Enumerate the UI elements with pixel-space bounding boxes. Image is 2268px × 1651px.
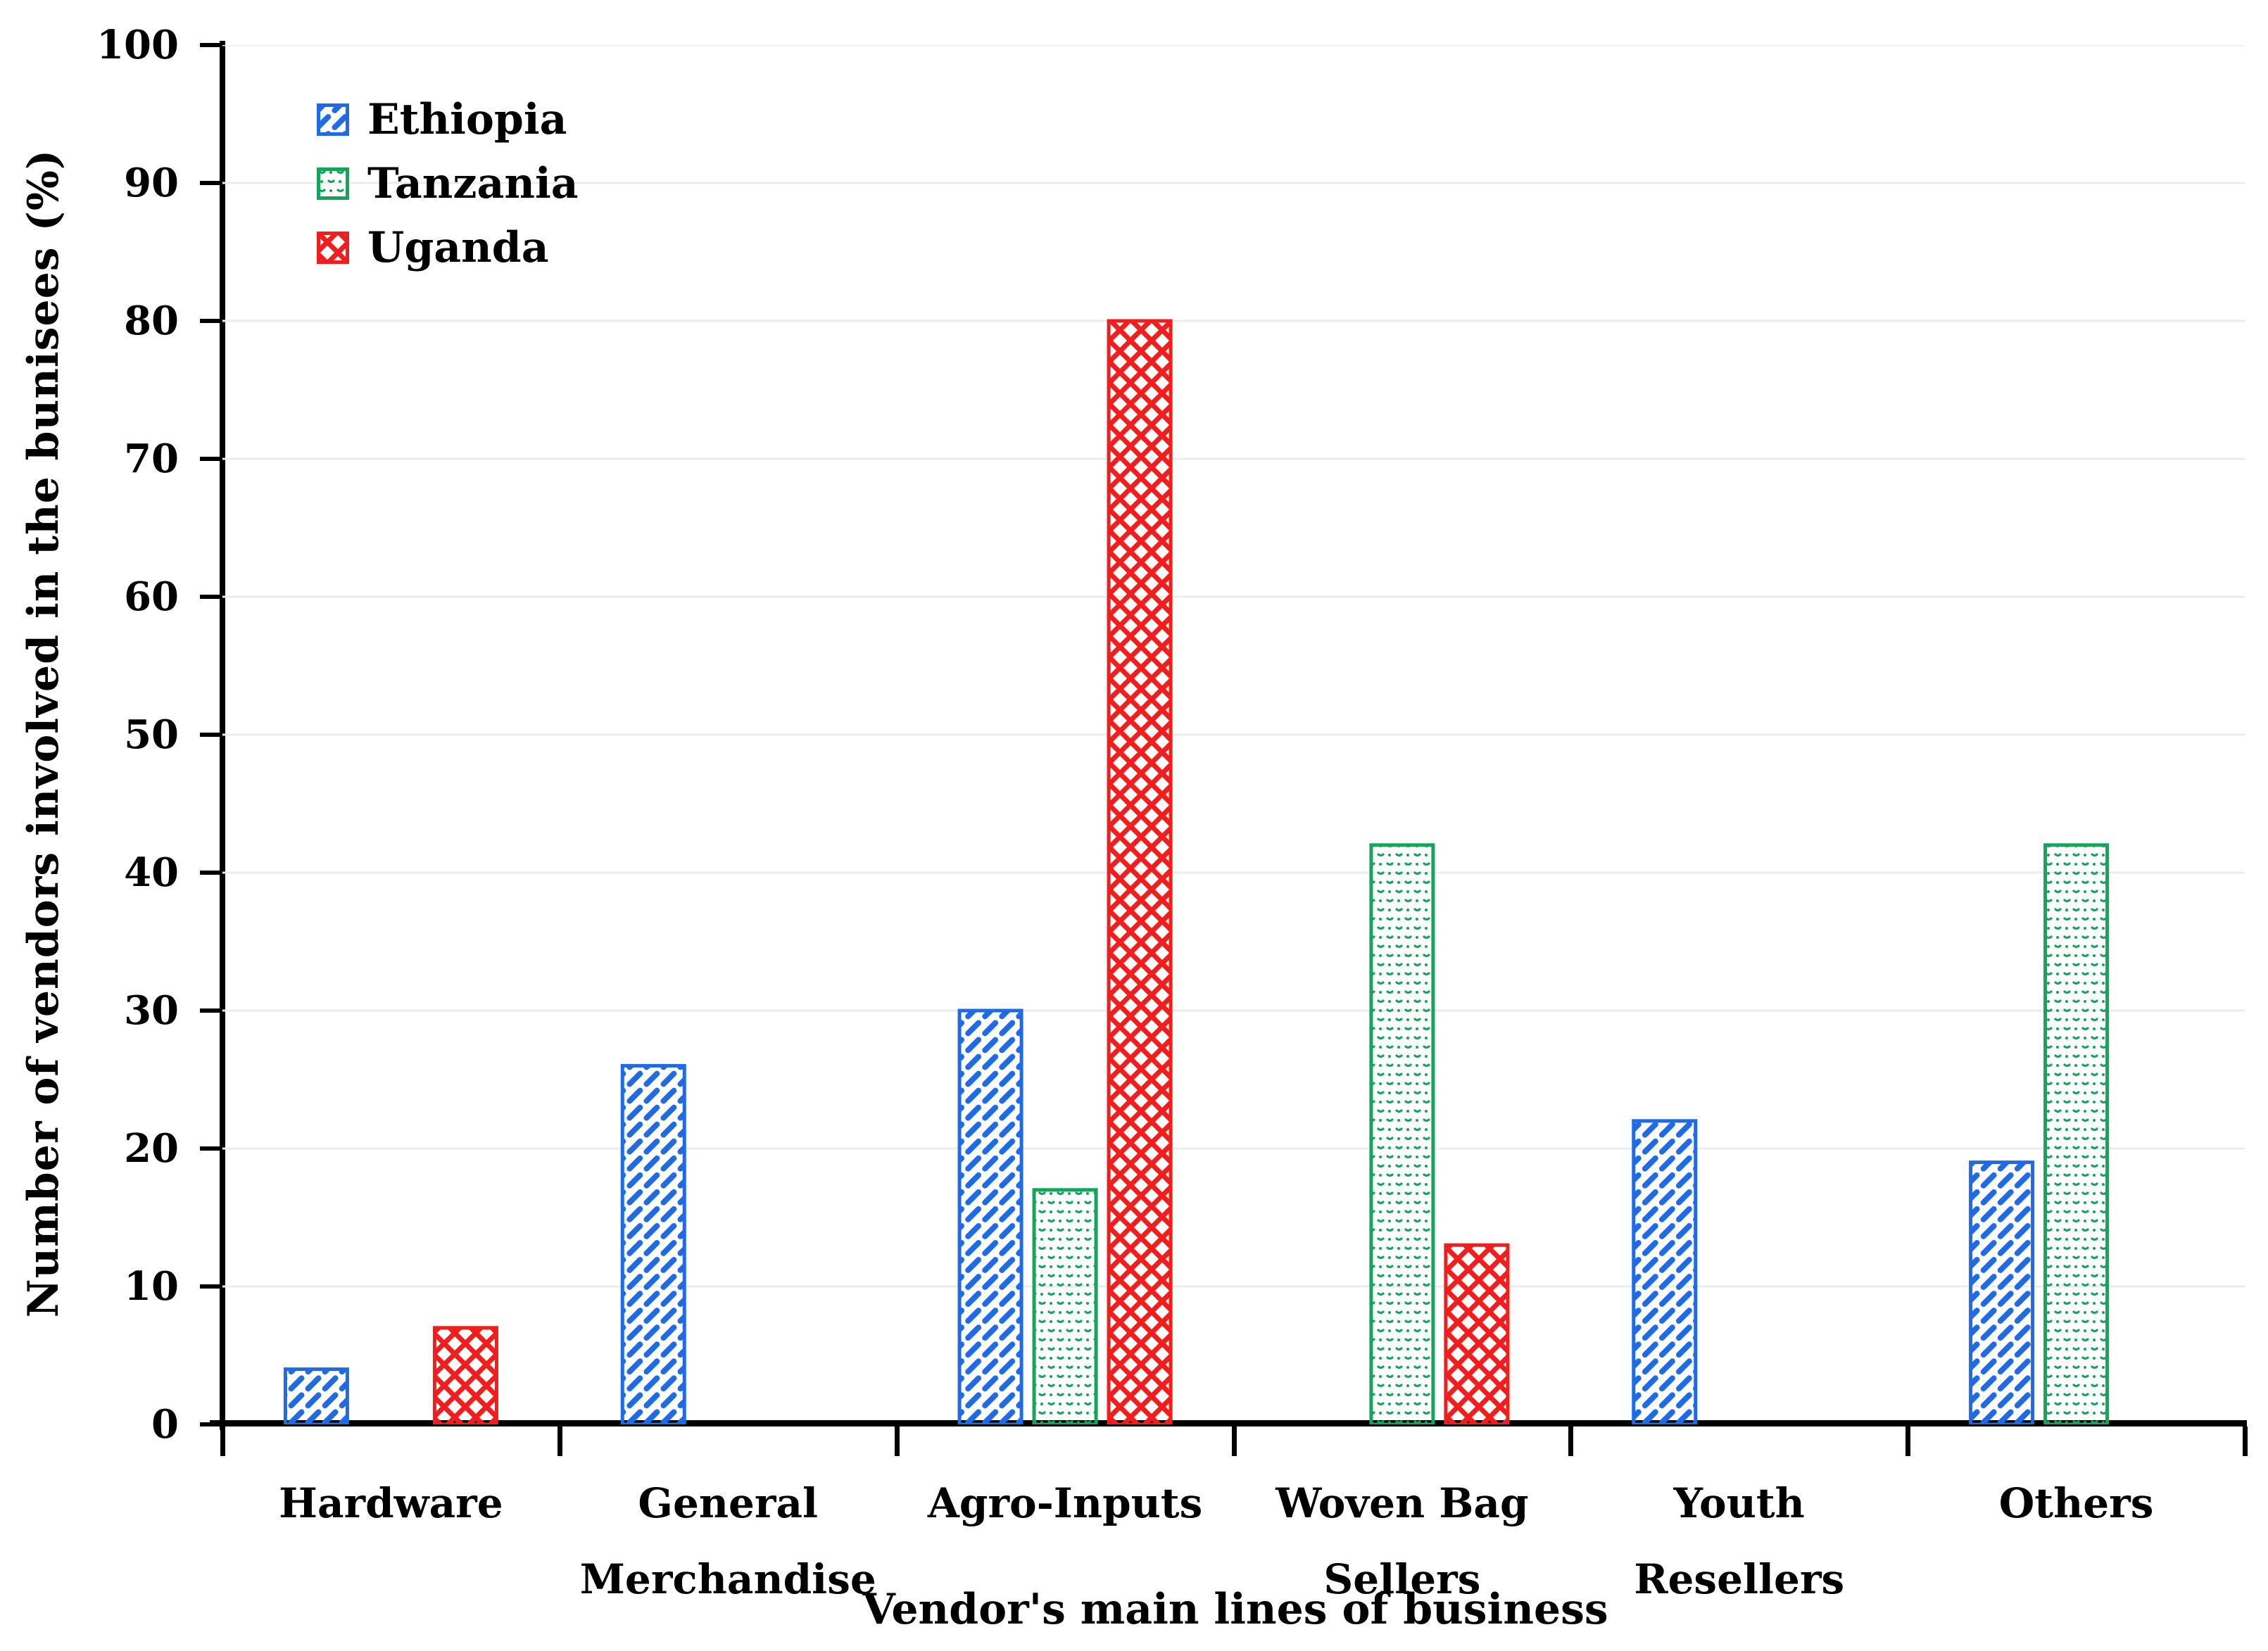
- x-axis-line: [210, 1420, 2247, 1427]
- y-tick-mark-50: [200, 733, 221, 737]
- y-tick-mark-20: [200, 1146, 221, 1151]
- category-label-others: Others: [1908, 1465, 2245, 1541]
- bar-ethiopia-others: [1969, 1160, 2035, 1424]
- category-label-agro-inputs: Agro-Inputs: [897, 1465, 1233, 1541]
- category-label-hardware: Hardware: [222, 1465, 559, 1541]
- y-tick-mark-10: [200, 1284, 221, 1289]
- plot-area: [222, 45, 2245, 1424]
- bar-tanzania-agro-inputs: [1032, 1188, 1098, 1424]
- category-label-youth-resellers: Youth Resellers: [1571, 1465, 1908, 1617]
- y-tick-label-10: 10: [124, 1263, 179, 1310]
- y-tick-label-70: 70: [124, 436, 179, 482]
- legend-label: Uganda: [367, 222, 549, 272]
- x-tick-mark-3: [1231, 1427, 1237, 1456]
- category-label-line: Others: [1998, 1479, 2154, 1527]
- x-tick-mark-2: [894, 1427, 900, 1456]
- category-label-line: Agro-Inputs: [927, 1479, 1203, 1527]
- bar-tanzania-woven-bag-sellers: [1369, 843, 1435, 1424]
- legend-swatch-sparse-dotted: [317, 167, 349, 200]
- y-tick-mark-70: [200, 457, 221, 461]
- x-tick-mark-1: [557, 1427, 562, 1456]
- y-tick-mark-90: [200, 181, 221, 185]
- category-label-line: Woven Bag: [1275, 1479, 1529, 1527]
- y-tick-mark-30: [200, 1008, 221, 1013]
- x-tick-mark-0: [220, 1427, 225, 1456]
- y-tick-label-80: 80: [124, 298, 179, 344]
- legend-item-tanzania: Tanzania: [317, 151, 579, 215]
- y-tick-mark-40: [200, 871, 221, 875]
- category-label-line: Hardware: [279, 1479, 503, 1527]
- y-tick-label-30: 30: [124, 987, 179, 1034]
- y-tick-mark-100: [200, 43, 221, 47]
- y-tick-label-50: 50: [124, 711, 179, 758]
- bar-uganda-agro-inputs: [1107, 319, 1173, 1424]
- category-label-line: General: [638, 1479, 819, 1527]
- legend-label: Tanzania: [367, 158, 579, 208]
- y-tick-label-0: 0: [151, 1401, 179, 1448]
- y-tick-mark-60: [200, 595, 221, 599]
- bar-uganda-woven-bag-sellers: [1444, 1243, 1510, 1424]
- bar-uganda-hardware: [432, 1326, 498, 1424]
- y-tick-label-40: 40: [124, 849, 179, 896]
- x-tick-mark-5: [1905, 1427, 1911, 1456]
- bar-tanzania-others: [2043, 843, 2110, 1424]
- y-tick-mark-80: [200, 319, 221, 323]
- category-label-general-merchandise: General Merchandise: [560, 1465, 896, 1617]
- y-tick-label-90: 90: [124, 160, 179, 206]
- y-tick-label-60: 60: [124, 574, 179, 620]
- x-tick-mark-4: [1568, 1427, 1574, 1456]
- x-axis-title: Vendor's main lines of business: [862, 1585, 1608, 1634]
- bar-ethiopia-general-merchandise: [620, 1063, 686, 1424]
- category-label-line: Merchandise: [579, 1555, 876, 1603]
- legend-item-uganda: Uganda: [317, 215, 579, 279]
- x-tick-mark-6: [2243, 1427, 2248, 1456]
- legend: Ethiopia Tanzania Uganda: [317, 87, 579, 279]
- category-label-line: Sellers: [1323, 1555, 1481, 1603]
- category-label-line: Youth Resellers: [1634, 1479, 1845, 1603]
- legend-label: Ethiopia: [367, 94, 567, 144]
- y-tick-label-100: 100: [96, 22, 179, 68]
- category-label-woven-bag-sellers: Woven Bag Sellers: [1234, 1465, 1570, 1617]
- legend-swatch-diamond-crosshatch: [317, 231, 349, 264]
- legend-swatch-diagonal-dash-weave: [317, 103, 349, 136]
- legend-item-ethiopia: Ethiopia: [317, 87, 579, 151]
- bar-ethiopia-hardware: [283, 1367, 349, 1424]
- y-tick-label-20: 20: [124, 1125, 179, 1172]
- bar-ethiopia-agro-inputs: [957, 1008, 1023, 1424]
- bar-ethiopia-youth-resellers: [1632, 1119, 1698, 1424]
